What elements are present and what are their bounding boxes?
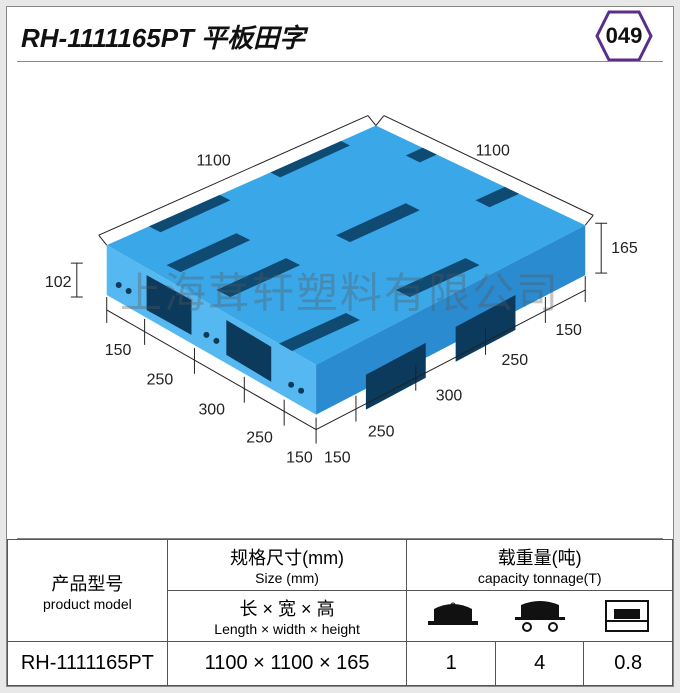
hdr-size-sub: 长 × 宽 × 高 Length × width × height: [167, 591, 407, 642]
pallet-diagram: 1100 1100 165 102 150 250 300: [17, 62, 663, 538]
dynamic-load-icon: [515, 599, 565, 633]
header: RH-1111165PT 平板田字 049: [7, 7, 673, 61]
product-card: RH-1111165PT 平板田字 049: [6, 6, 674, 687]
cell-static: 1: [407, 642, 496, 686]
badge-number: 049: [606, 23, 643, 49]
hexagon-icon: 049: [595, 10, 653, 62]
hdr-capacity: 载重量(吨) capacity tonnage(T): [407, 540, 673, 591]
dim-f3: 250: [246, 430, 273, 447]
dim-front-depth: 102: [45, 274, 72, 291]
dim-f0: 150: [105, 342, 132, 359]
hdr-model: 产品型号 product model: [8, 540, 168, 642]
product-figure: 1100 1100 165 102 150 250 300: [17, 61, 663, 539]
cell-dynamic: 4: [495, 642, 584, 686]
static-load-icon: [428, 599, 478, 633]
dim-r0: 150: [324, 449, 351, 466]
dim-length: 1100: [476, 142, 510, 159]
cell-rack: 0.8: [584, 642, 673, 686]
spec-table: 产品型号 product model 规格尺寸(mm) Size (mm) 载重…: [7, 539, 673, 686]
dim-height: 165: [611, 240, 638, 257]
hdr-size: 规格尺寸(mm) Size (mm): [167, 540, 407, 591]
dim-r1: 250: [368, 424, 395, 441]
rack-load-icon: [602, 599, 652, 633]
dim-f2: 300: [198, 402, 225, 419]
dim-f1: 250: [147, 372, 174, 389]
dim-r4: 150: [555, 322, 582, 339]
cell-model: RH-1111165PT: [8, 642, 168, 686]
dim-depth: 1100: [196, 152, 230, 169]
product-title: RH-1111165PT 平板田字: [21, 18, 305, 55]
dim-r3: 250: [502, 352, 529, 369]
dim-f4: 150: [286, 449, 313, 466]
capacity-icons: [407, 591, 673, 642]
cell-size: 1100 × 1100 × 165: [167, 642, 407, 686]
dim-r2: 300: [436, 388, 463, 405]
badge: 049: [595, 10, 653, 62]
